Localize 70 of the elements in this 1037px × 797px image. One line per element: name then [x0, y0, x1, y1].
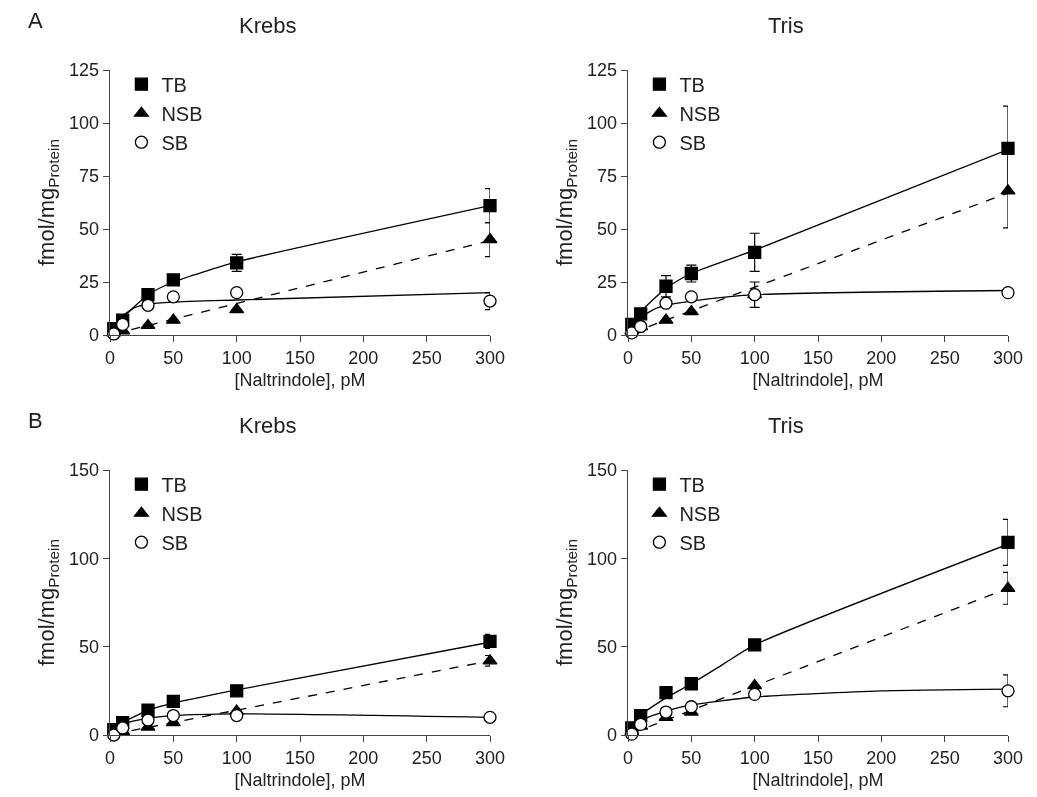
x-axis-title: [Naltrindole], pM: [752, 369, 884, 390]
y-tick-label: 25: [79, 272, 100, 293]
x-tick-label: 300: [992, 747, 1024, 768]
y-tick-label: 100: [587, 113, 618, 134]
x-tick-label: 100: [739, 347, 770, 368]
x-tick-label: 0: [104, 347, 116, 368]
x-tick-label: 200: [348, 747, 379, 768]
x-tick-label: 300: [474, 347, 506, 368]
legend-label: NSB: [161, 103, 203, 125]
text: B: [28, 408, 43, 433]
y-tick-label: 75: [79, 166, 100, 187]
legend-label: SB: [679, 132, 707, 154]
legend-label: SB: [161, 132, 189, 154]
y-tick-label: 50: [79, 219, 100, 240]
y-tick-label: 50: [79, 636, 100, 657]
x-tick-label: 250: [929, 347, 960, 368]
x-tick-label: 150: [284, 747, 316, 768]
x-tick-label: 100: [221, 347, 252, 368]
x-tick-label: 250: [929, 747, 960, 768]
chart-title: Krebs: [239, 13, 297, 39]
y-tick-label: 125: [587, 60, 618, 81]
x-tick-label: 150: [802, 747, 834, 768]
y-tick-label: 150: [69, 460, 100, 481]
y-tick-label: 150: [587, 460, 618, 481]
x-tick-label: 250: [411, 347, 442, 368]
legend-label: TB: [679, 474, 705, 496]
x-tick-label: 50: [163, 347, 184, 368]
y-tick-label: 0: [89, 325, 100, 346]
chart-title: Tris: [767, 413, 804, 439]
x-tick-label: 50: [163, 747, 184, 768]
y-tick-label: 125: [69, 60, 100, 81]
x-axis-title: [Naltrindole], pM: [234, 769, 366, 790]
y-tick-label: 75: [597, 166, 618, 187]
x-tick-label: 300: [474, 747, 506, 768]
y-tick-label: 0: [607, 325, 618, 346]
legend-label: TB: [161, 74, 187, 96]
x-tick-label: 50: [681, 747, 702, 768]
legend-label: TB: [679, 74, 705, 96]
x-axis-title: [Naltrindole], pM: [752, 769, 884, 790]
y-tick-label: 50: [597, 636, 618, 657]
legend-label: NSB: [679, 103, 721, 125]
y-tick-label: 0: [607, 725, 618, 746]
x-tick-label: 50: [681, 347, 702, 368]
y-tick-label: 50: [597, 219, 618, 240]
legend-label: SB: [679, 532, 707, 554]
y-tick-label: 25: [597, 272, 618, 293]
x-axis-title: [Naltrindole], pM: [234, 369, 366, 390]
chart-title: Tris: [767, 13, 804, 39]
legend-label: NSB: [679, 503, 721, 525]
chart-title: Krebs: [239, 413, 297, 439]
x-tick-label: 150: [284, 347, 316, 368]
y-tick-label: 100: [69, 113, 100, 134]
x-tick-label: 0: [104, 747, 116, 768]
legend-label: TB: [161, 474, 187, 496]
x-tick-label: 100: [739, 747, 770, 768]
y-tick-label: 100: [69, 548, 100, 569]
legend-label: SB: [161, 532, 189, 554]
x-tick-label: 150: [802, 347, 834, 368]
legend-label: NSB: [161, 503, 203, 525]
text: A: [28, 8, 43, 33]
x-tick-label: 300: [992, 347, 1024, 368]
x-tick-label: 200: [348, 347, 379, 368]
x-tick-label: 250: [411, 747, 442, 768]
x-tick-label: 200: [866, 747, 897, 768]
y-tick-label: 100: [587, 548, 618, 569]
x-tick-label: 0: [622, 747, 634, 768]
x-tick-label: 100: [221, 747, 252, 768]
x-tick-label: 0: [622, 347, 634, 368]
y-tick-label: 0: [89, 725, 100, 746]
x-tick-label: 200: [866, 347, 897, 368]
